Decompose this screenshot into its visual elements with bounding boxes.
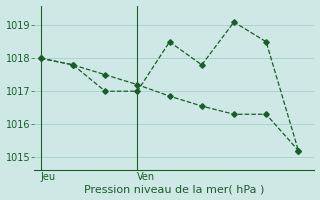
X-axis label: Pression niveau de la mer( hPa ): Pression niveau de la mer( hPa ) <box>84 184 265 194</box>
